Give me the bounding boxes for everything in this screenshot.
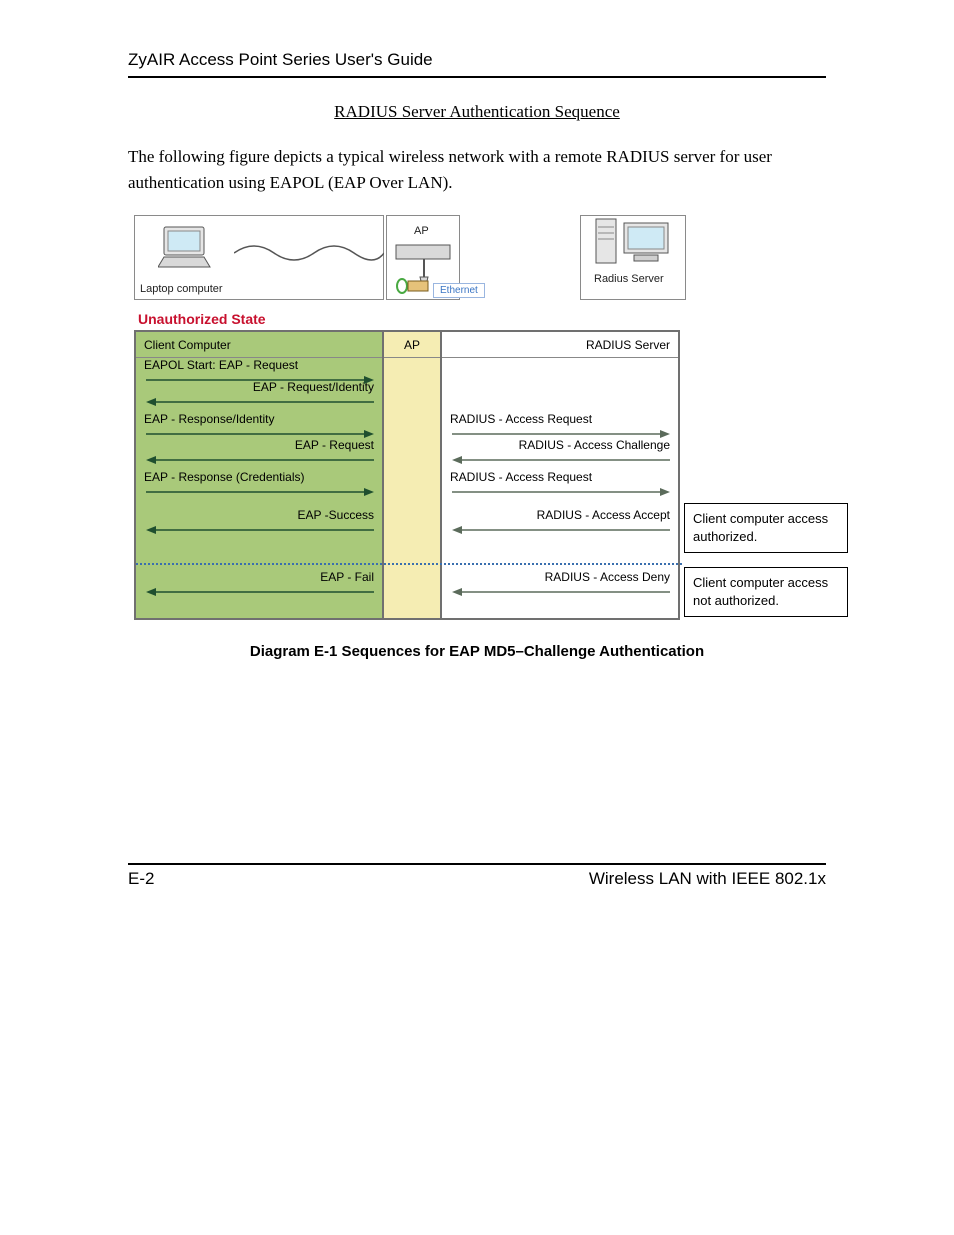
arrow-label: EAPOL Start: EAP - Request (144, 358, 298, 372)
arrow-label: RADIUS - Access Challenge (519, 438, 670, 452)
page-footer: E-2 Wireless LAN with IEEE 802.1x (128, 863, 826, 889)
callout-accept: Client computer access authorized. (684, 503, 848, 553)
ap-column-header: AP (384, 332, 440, 358)
intro-paragraph: The following figure depicts a typical w… (128, 144, 826, 197)
ap-label: AP (414, 225, 429, 237)
arrow-label: EAP - Fail (320, 570, 374, 584)
server-icon (594, 215, 678, 269)
radius-column-header: RADIUS Server (442, 332, 678, 358)
dotted-divider (136, 563, 682, 565)
arrow-label: EAP - Request (295, 438, 374, 452)
footer-page-number: E-2 (128, 869, 154, 889)
radius-server-label: Radius Server (594, 273, 664, 285)
callout-deny: Client computer access not authorized. (684, 567, 848, 617)
sequence-diagram: Laptop computer AP Radius Server Etherne… (128, 215, 848, 625)
arrow-label: EAP - Response/Identity (144, 412, 275, 426)
laptop-icon (158, 223, 218, 273)
arrow-label: EAP -Success (298, 508, 374, 522)
section-title: RADIUS Server Authentication Sequence (128, 102, 826, 122)
arrow-label: RADIUS - Access Request (450, 412, 592, 426)
sequence-table: Client Computer EAPOL Start: EAP - Reque… (134, 330, 680, 620)
footer-section: Wireless LAN with IEEE 802.1x (589, 869, 826, 889)
arrow-label: RADIUS - Access Accept (537, 508, 670, 522)
client-column: Client Computer EAPOL Start: EAP - Reque… (134, 330, 382, 620)
arrow-label: RADIUS - Access Request (450, 470, 592, 484)
ethernet-label: Ethernet (433, 283, 485, 298)
client-column-header: Client Computer (136, 332, 382, 358)
radius-column: RADIUS Server RADIUS - Access Request RA… (442, 330, 680, 620)
wireless-wave-icon (234, 243, 384, 263)
arrow-label: EAP - Response (Credentials) (144, 470, 305, 484)
state-title: Unauthorized State (138, 311, 266, 327)
figure-caption: Diagram E-1 Sequences for EAP MD5–Challe… (128, 643, 826, 660)
ap-column: AP (382, 330, 442, 620)
laptop-label: Laptop computer (140, 283, 223, 295)
page-header: ZyAIR Access Point Series User's Guide (128, 50, 826, 78)
arrow-label: EAP - Request/Identity (253, 380, 374, 394)
page: ZyAIR Access Point Series User's Guide R… (0, 0, 954, 1235)
arrow-label: RADIUS - Access Deny (545, 570, 670, 584)
